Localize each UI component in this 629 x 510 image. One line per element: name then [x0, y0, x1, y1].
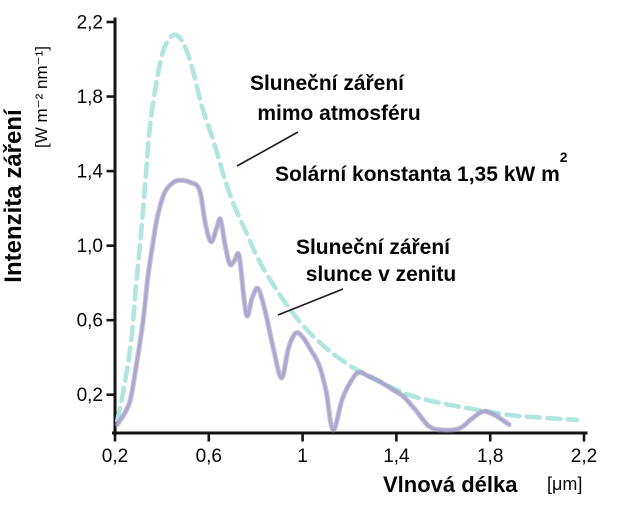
y-tick-label: 1,8	[77, 87, 103, 108]
solar-constant-superscript: 2	[560, 149, 568, 165]
label-zenith-line2: slunce v zenitu	[306, 263, 457, 286]
zenith-curve-edge	[114, 177, 512, 433]
solar-constant-text: Solární konstanta 1,35 kW m	[275, 163, 560, 186]
extraterrestrial-curve	[115, 32, 580, 424]
y-axis-units: [W m⁻² nm⁻¹]	[32, 46, 51, 148]
x-axis-units: [μm]	[547, 474, 582, 494]
zenith-curve	[115, 178, 511, 432]
x-tick-label: 1,8	[477, 446, 503, 467]
leader-line-extraterrestrial	[236, 131, 299, 167]
label-extraterrestrial-line1: Sluneční záření	[250, 72, 405, 95]
x-tick-label: 2,2	[571, 446, 597, 467]
leader-line-zenith	[277, 288, 344, 316]
y-tick-label: 1,0	[77, 236, 103, 257]
y-tick-label: 2,2	[77, 13, 103, 34]
x-tick-label: 1	[297, 446, 308, 467]
y-tick-label: 0,6	[77, 311, 103, 332]
y-axis-ticks: 2,2 1,8 1,4 1,0 0,6 0,2	[77, 13, 115, 406]
label-extraterrestrial: Sluneční záření mimo atmosféru	[250, 72, 421, 125]
label-zenith: Sluneční záření slunce v zenitu	[296, 236, 456, 286]
x-tick-label: 0,2	[102, 446, 128, 467]
label-solar-constant: Solární konstanta 1,35 kW m2	[275, 149, 568, 186]
x-tick-label: 1,4	[383, 446, 410, 467]
x-tick-label: 0,6	[196, 446, 222, 467]
label-zenith-line1: Sluneční záření	[296, 236, 451, 259]
x-axis-title: Vlnová délka	[383, 472, 518, 497]
axes	[112, 17, 588, 436]
y-axis-title: Intenzita záření	[0, 108, 27, 283]
y-tick-label: 0,2	[77, 385, 103, 406]
label-extraterrestrial-line2: mimo atmosféru	[257, 102, 420, 125]
y-tick-label: 1,4	[77, 162, 104, 183]
x-axis-ticks: 0,2 0,6 1 1,4 1,8 2,2	[102, 433, 597, 467]
curves	[114, 32, 580, 433]
